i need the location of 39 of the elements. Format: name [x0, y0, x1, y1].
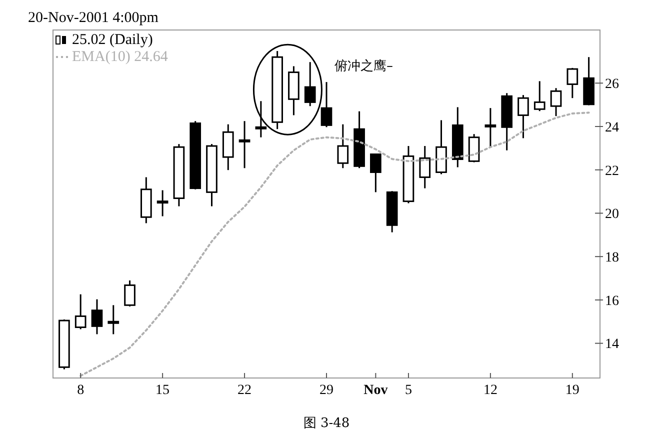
- y-tick-label: 14: [605, 337, 619, 352]
- candlestick: [238, 120, 250, 169]
- x-tick-label: Nov: [364, 383, 388, 398]
- y-tick-label: 22: [605, 164, 619, 179]
- y-tick-label: 20: [605, 207, 619, 222]
- x-tick-label: 15: [156, 383, 170, 398]
- candlestick: [518, 94, 529, 139]
- legend-label: EMA(10) 24.64: [72, 49, 168, 65]
- x-tick-label: 5: [404, 383, 412, 398]
- chart-title: 20-Nov-2001 4:00pm: [28, 10, 159, 26]
- y-tick-label: 16: [605, 294, 619, 309]
- candlestick: [468, 133, 480, 164]
- y-tick-label: 18: [605, 250, 619, 266]
- candlestick: [566, 67, 578, 99]
- x-tick-label: 19: [565, 383, 580, 398]
- x-tick-label: 29: [320, 383, 334, 398]
- annotation: 俯冲之鹰–: [334, 59, 393, 74]
- candlestick: [337, 124, 349, 169]
- candlestick: [484, 107, 496, 148]
- x-tick-label: 22: [238, 383, 252, 398]
- candlestick: [320, 81, 332, 128]
- candlestick: [108, 304, 120, 335]
- x-tick-label: 8: [77, 383, 84, 398]
- legend-label: 25.02 (Daily): [72, 32, 153, 48]
- candlestick: [534, 80, 546, 112]
- y-tick-label: 26: [605, 77, 619, 92]
- line-series: [80, 112, 590, 377]
- candlestick: [419, 145, 431, 190]
- y-tick-label: 24: [605, 120, 619, 136]
- candlestick: [255, 100, 267, 138]
- candlestick: [550, 87, 562, 117]
- candlestick: [91, 298, 103, 335]
- x-tick-label: 12: [483, 383, 498, 398]
- candlestick: [124, 280, 136, 308]
- candlestick: [370, 152, 382, 193]
- candlestick: [156, 189, 168, 217]
- candlestick: [304, 61, 316, 107]
- caption: 图 3-48: [303, 416, 350, 431]
- candlestick: [74, 294, 86, 330]
